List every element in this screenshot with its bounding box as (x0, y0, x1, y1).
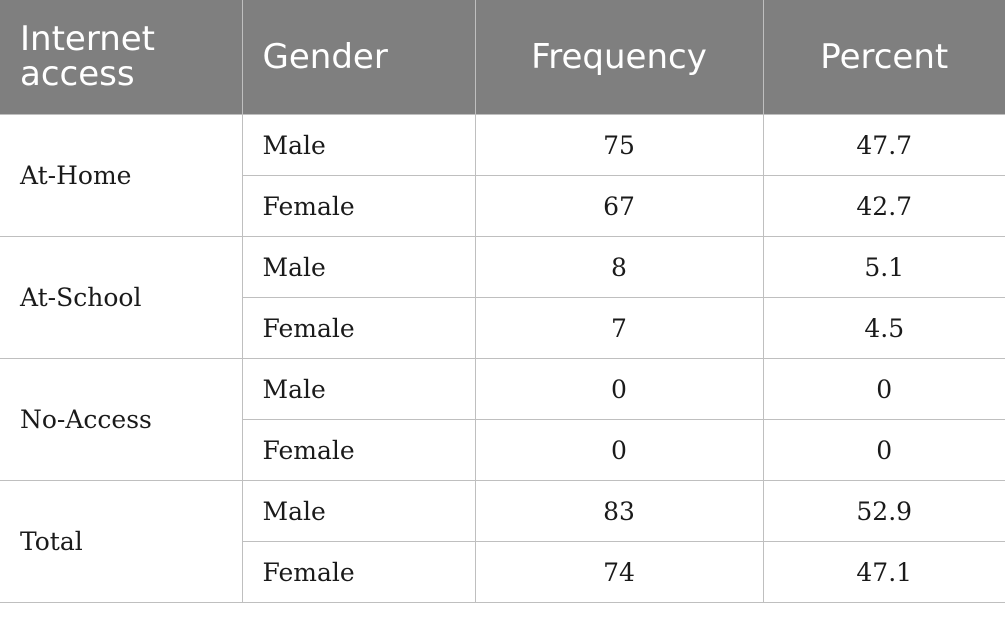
gender-cell: Male (241, 236, 476, 298)
group-label-total: Total (0, 480, 243, 603)
table-row: Female 0 0 (0, 419, 1005, 481)
table-row: At-Home Male 75 47.7 (0, 114, 1005, 237)
table-row: Female 7 4.5 (0, 297, 1005, 359)
percent-cell: 5.1 (762, 236, 1005, 298)
group-label-no-access: No-Access (0, 358, 243, 481)
percent-cell: 0 (762, 419, 1005, 481)
header-internet-access: Internet access (0, 0, 243, 115)
gender-cell: Female (242, 541, 476, 603)
header-gender: Gender (242, 0, 476, 115)
frequency-cell: 75 (474, 114, 764, 176)
header-row: Internet access Gender Frequency Percent (0, 0, 1005, 115)
frequency-cell: 83 (474, 480, 764, 542)
gender-cell: Female (242, 419, 476, 481)
frequency-cell: 74 (474, 541, 764, 603)
gender-cell: Male (241, 114, 476, 176)
table-row: Female 67 42.7 (0, 175, 1005, 237)
table-row: Female 74 47.1 (0, 541, 1005, 603)
frequency-cell: 0 (474, 419, 764, 481)
gender-cell: Male (241, 358, 476, 420)
frequency-cell: 8 (474, 236, 764, 298)
internet-access-table: Internet access Gender Frequency Percent… (0, 0, 1005, 603)
header-percent: Percent (763, 0, 1005, 115)
frequency-cell: 7 (474, 297, 764, 359)
gender-cell: Female (242, 297, 476, 359)
table-row: No-Access Male 0 0 (0, 358, 1005, 481)
percent-cell: 4.5 (762, 297, 1005, 359)
percent-cell: 52.9 (762, 480, 1005, 542)
percent-cell: 47.1 (762, 541, 1005, 603)
frequency-cell: 0 (474, 358, 764, 420)
table-row: Total Male 83 52.9 (0, 480, 1005, 603)
percent-cell: 0 (762, 358, 1005, 420)
table-row: At-School Male 8 5.1 (0, 236, 1005, 359)
group-label-at-school: At-School (0, 236, 243, 359)
group-label-at-home: At-Home (0, 114, 243, 237)
gender-cell: Female (242, 175, 476, 237)
gender-cell: Male (241, 480, 476, 542)
percent-cell: 42.7 (762, 175, 1005, 237)
percent-cell: 47.7 (762, 114, 1005, 176)
frequency-cell: 67 (474, 175, 764, 237)
header-frequency: Frequency (475, 0, 764, 115)
